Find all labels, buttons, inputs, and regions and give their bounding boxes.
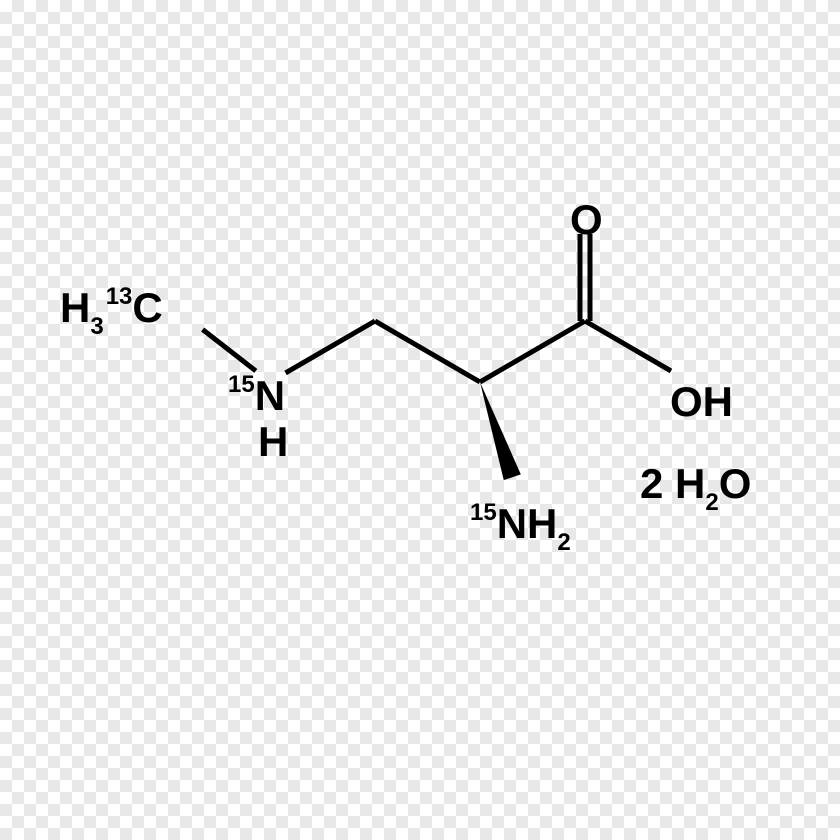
bond-single [585, 321, 671, 371]
label-o-double: O [570, 196, 603, 243]
label-oh: OH [670, 378, 733, 425]
label-nh2: 15NH2 [470, 499, 571, 556]
bond-single [375, 321, 480, 382]
bond-single [480, 321, 585, 382]
bond-single [203, 330, 256, 371]
bond-single [286, 321, 375, 373]
label-hydrate: 2 H2O [640, 460, 751, 516]
label-amine-h: H [258, 418, 288, 465]
label-amine-n: 15N [228, 371, 285, 419]
chemical-structure-diagram: H313C 15NH O OH 15NH2 2 H2O [0, 0, 840, 840]
bond-wedge [480, 382, 521, 480]
label-methyl: H313C [60, 283, 163, 340]
